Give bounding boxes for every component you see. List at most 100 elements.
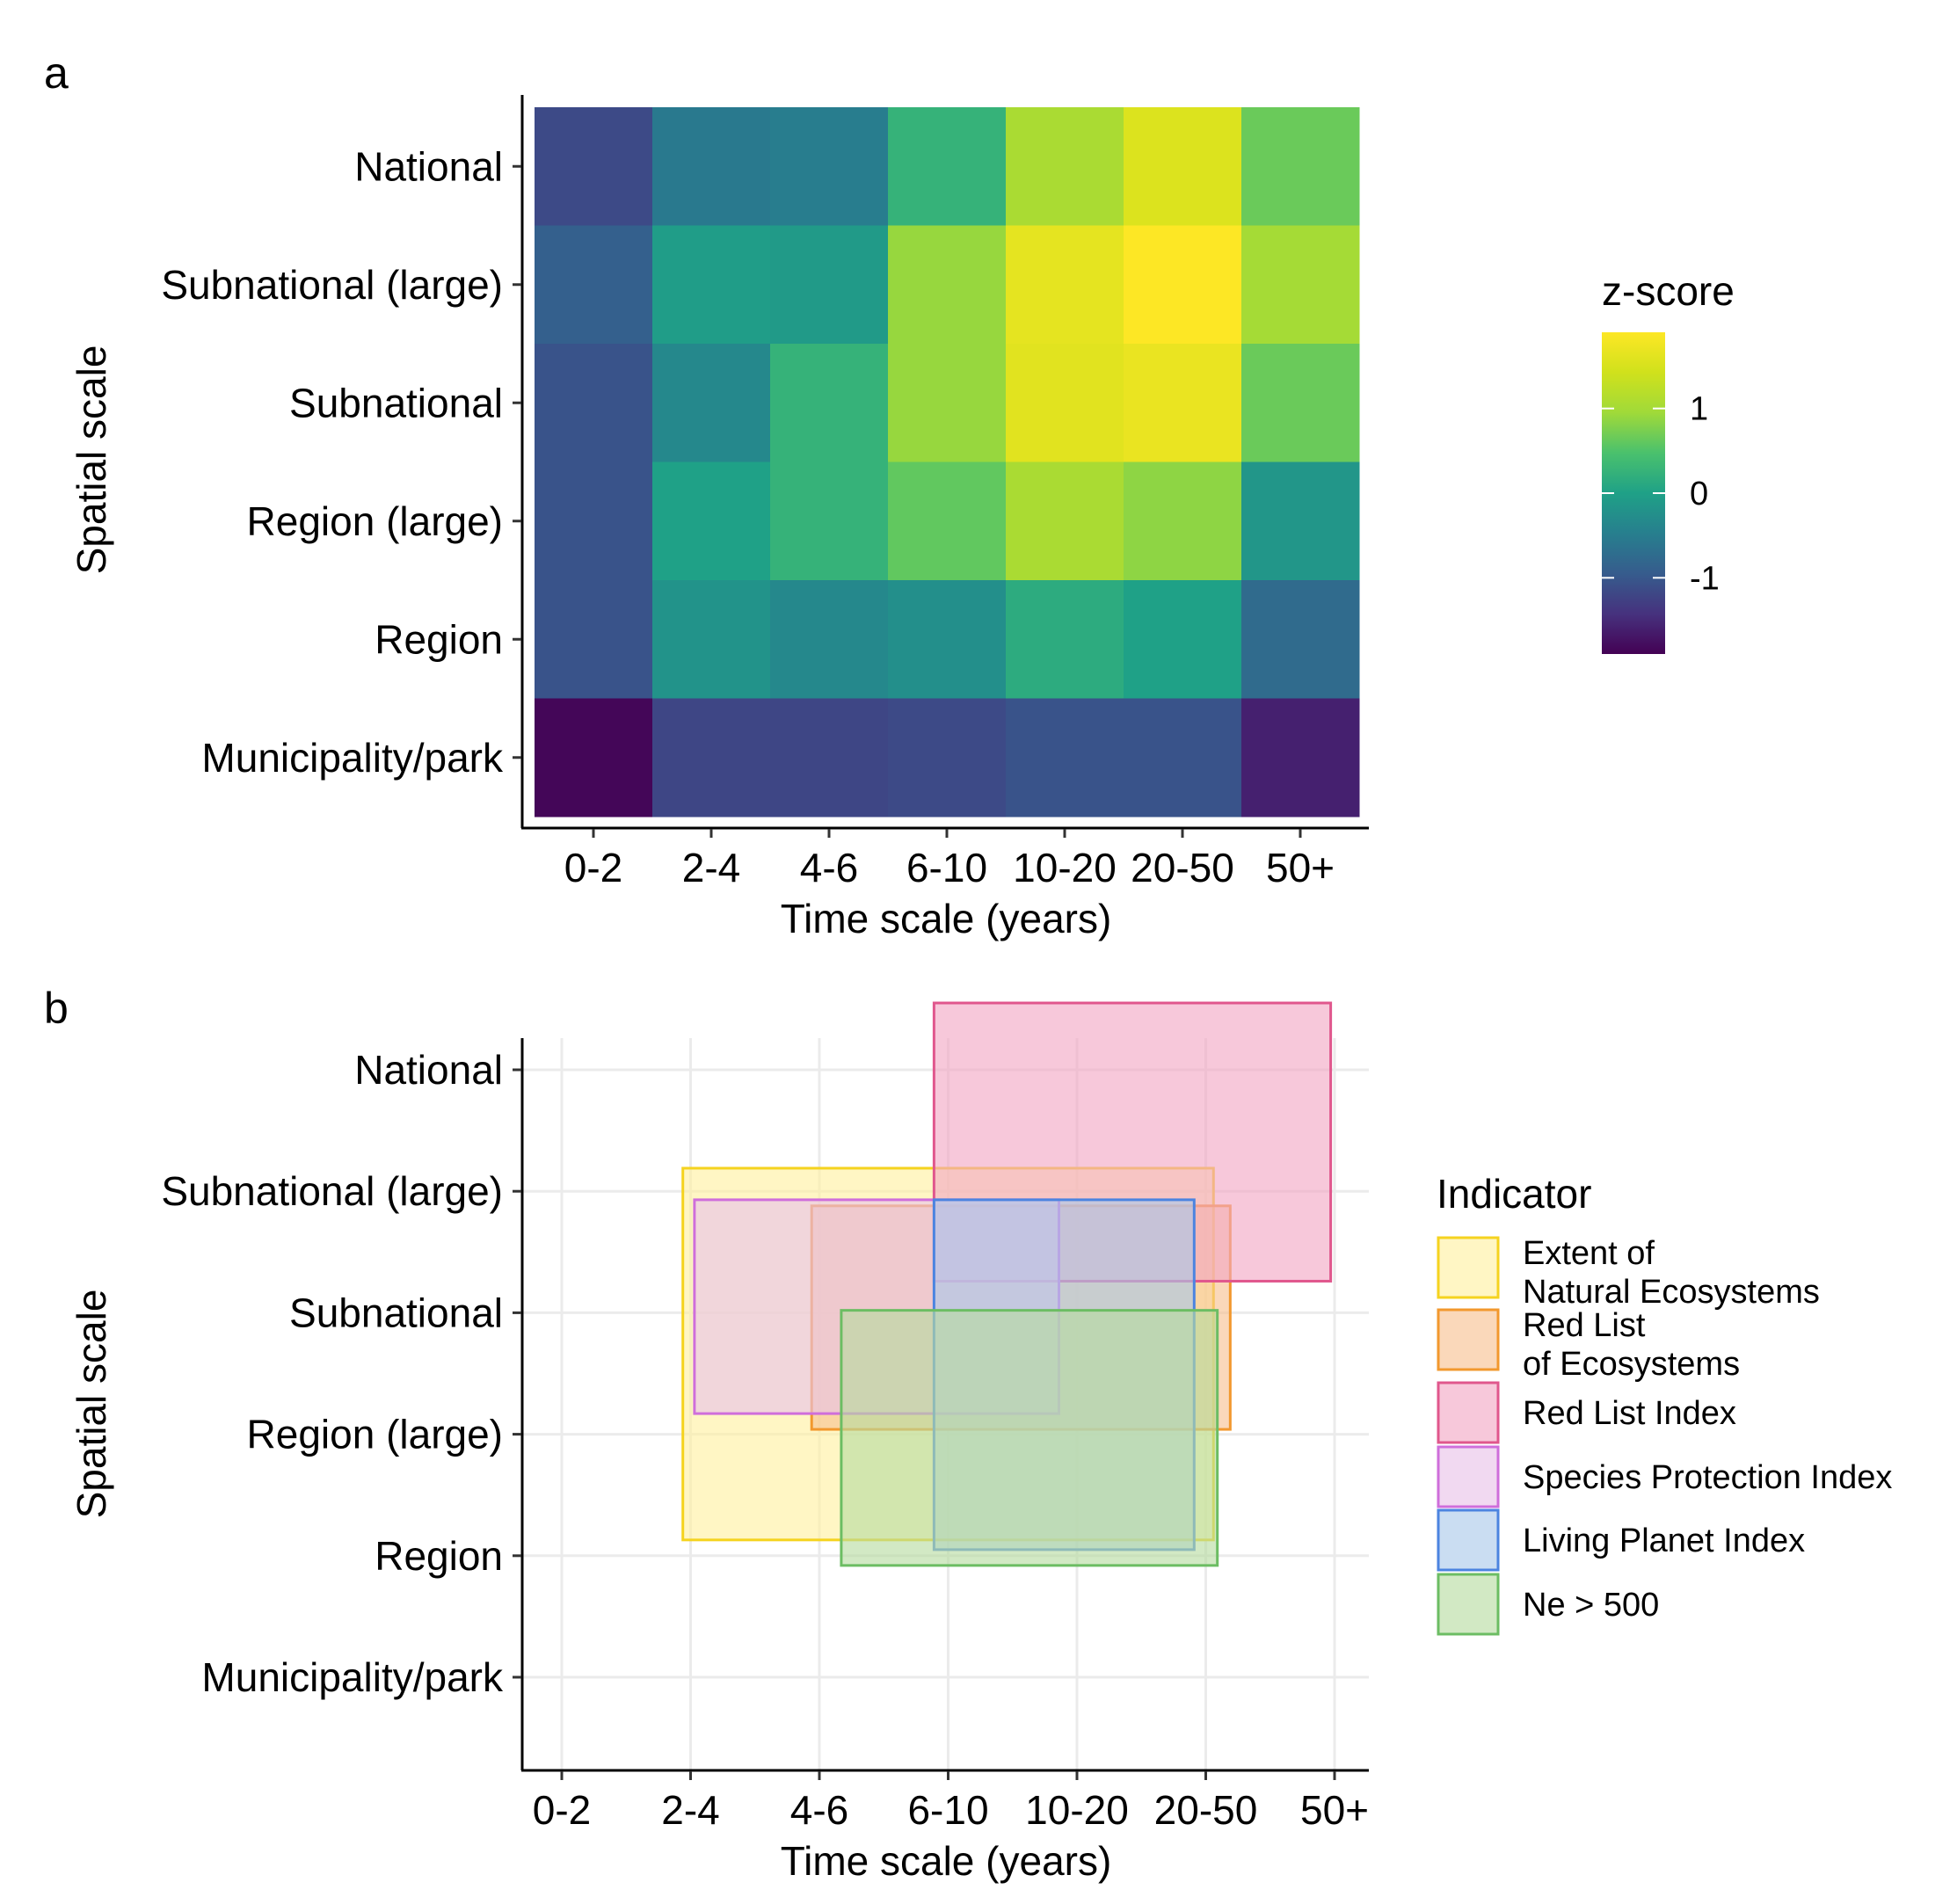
legend-label: Living Planet Index — [1523, 1522, 1805, 1559]
y-tick-label: Subnational — [289, 1290, 503, 1335]
x-tick-label: 6-10 — [907, 1787, 988, 1833]
y-tick-labels: Municipality/park Region Region (large) Sub… — [161, 1047, 521, 1700]
heatmap-cell — [1241, 698, 1360, 818]
heatmap-cell — [535, 698, 653, 818]
x-tick-label: 2-4 — [682, 845, 740, 890]
x-tick-labels: 0-2 2-4 4-6 6-10 10-20 20-50 50+ — [533, 1771, 1369, 1833]
colorbar-tick-label: 0 — [1690, 476, 1708, 512]
y-tick-label: Subnational (large) — [161, 1168, 503, 1214]
x-tick-label: 20-50 — [1131, 845, 1234, 890]
legend-key — [1437, 1445, 1500, 1508]
x-tick-label: 6-10 — [906, 845, 987, 890]
y-tick-labels: National Subnational (large) Subnational Re… — [161, 143, 521, 781]
heatmap-panel: National Subnational (large) Subnational Re… — [69, 95, 1735, 941]
heatmap-cell — [652, 344, 771, 462]
heatmap-cell — [770, 225, 889, 345]
colorbar-legend: z-score 1 0 -1 — [1602, 268, 1735, 654]
y-tick-label: Region (large) — [247, 498, 503, 544]
range-panel: Municipality/park Region Region (large) Sub… — [69, 1001, 1892, 1884]
legend-label: Red List Index — [1523, 1395, 1736, 1432]
x-tick-label: 0-2 — [564, 845, 622, 890]
x-tick-label: 10-20 — [1013, 845, 1117, 890]
y-tick-label: Subnational — [289, 380, 503, 425]
y-tick-label: Region — [375, 1533, 503, 1579]
x-axis-title: Time scale (years) — [781, 896, 1112, 941]
y-tick-label: Region (large) — [247, 1412, 503, 1457]
heatmap-cell — [888, 107, 1007, 226]
heatmap-cell — [1124, 698, 1242, 818]
colorbar-title: z-score — [1602, 268, 1735, 314]
heatmap-cell — [1124, 107, 1242, 226]
x-tick-label: 20-50 — [1154, 1787, 1258, 1833]
heatmap-cell — [1006, 698, 1124, 818]
legend-label: Extent of Natural Ecosystems — [1523, 1235, 1820, 1311]
heatmap-cell — [770, 461, 889, 581]
legend-title: Indicator — [1437, 1171, 1591, 1217]
heatmap-cell — [652, 461, 771, 581]
y-axis-title: Spatial scale — [69, 345, 114, 575]
heatmap-cell — [1124, 580, 1242, 699]
heatmap-cell — [1006, 225, 1124, 345]
x-tick-label: 4-6 — [790, 1787, 848, 1833]
y-axis-title: Spatial scale — [69, 1290, 114, 1519]
heatmap-cell — [1124, 344, 1242, 462]
x-axis-title: Time scale (years) — [781, 1838, 1112, 1884]
heatmap-cell — [1241, 107, 1360, 226]
heatmap-cell — [535, 580, 653, 699]
indicator-rectangles — [681, 1001, 1333, 1567]
heatmap-cell — [888, 461, 1007, 581]
x-tick-label: 10-20 — [1025, 1787, 1129, 1833]
y-tick-label: National — [354, 143, 503, 189]
heatmap-cell — [888, 698, 1007, 818]
heatmap-cell — [770, 344, 889, 462]
heatmap-cell — [888, 225, 1007, 345]
heatmap-cell — [535, 344, 653, 462]
heatmap-cell — [652, 698, 771, 818]
y-tick-label: Municipality/park — [201, 1654, 504, 1700]
x-tick-label: 0-2 — [533, 1787, 591, 1833]
heatmap-cell — [535, 107, 653, 226]
legend-label: Species Protection Index — [1523, 1459, 1892, 1496]
x-tick-labels: 0-2 2-4 4-6 6-10 10-20 20-50 50+ — [564, 829, 1335, 890]
x-tick-label: 50+ — [1300, 1787, 1369, 1833]
legend-key — [1437, 1308, 1500, 1371]
heatmap-cell — [770, 580, 889, 699]
panel-label-b: b — [44, 984, 69, 1033]
panel-label-a: a — [44, 48, 69, 98]
heatmap-cell — [535, 461, 653, 581]
colorbar-tick-label: 1 — [1690, 391, 1708, 428]
legend-key — [1437, 1381, 1500, 1444]
heatmap-cell — [1006, 344, 1124, 462]
heatmap-cell — [770, 698, 889, 818]
heatmap-cell — [1241, 225, 1360, 345]
colorbar-tick-label: -1 — [1690, 560, 1720, 597]
x-tick-label: 4-6 — [800, 845, 858, 890]
heatmap-cell — [1006, 461, 1124, 581]
heatmap-cell — [770, 107, 889, 226]
heatmap-cell — [652, 225, 771, 345]
x-tick-label: 2-4 — [661, 1787, 719, 1833]
legend-key — [1437, 1236, 1500, 1299]
heatmap-cell — [652, 107, 771, 226]
colorbar-ticks: 1 0 -1 — [1602, 391, 1720, 597]
heatmap-cell — [1006, 580, 1124, 699]
legend-label: Ne > 500 — [1523, 1587, 1659, 1624]
heatmap-cell — [1006, 107, 1124, 226]
heatmap-cell — [1241, 461, 1360, 581]
x-tick-label: 50+ — [1266, 845, 1335, 890]
heatmap-cells — [535, 107, 1360, 818]
heatmap-cell — [1124, 225, 1242, 345]
heatmap-cell — [1241, 344, 1360, 462]
legend-key — [1437, 1573, 1500, 1636]
heatmap-cell — [888, 344, 1007, 462]
y-tick-label: National — [354, 1047, 503, 1093]
heatmap-cell — [1124, 461, 1242, 581]
heatmap-cell — [888, 580, 1007, 699]
indicator-legend: Indicator Extent of Natural EcosystemsRed… — [1437, 1171, 1892, 1636]
legend-key — [1437, 1508, 1500, 1572]
y-tick-label: Municipality/park — [201, 735, 504, 781]
y-tick-label: Subnational (large) — [161, 262, 503, 308]
y-tick-label: Region — [375, 616, 503, 662]
